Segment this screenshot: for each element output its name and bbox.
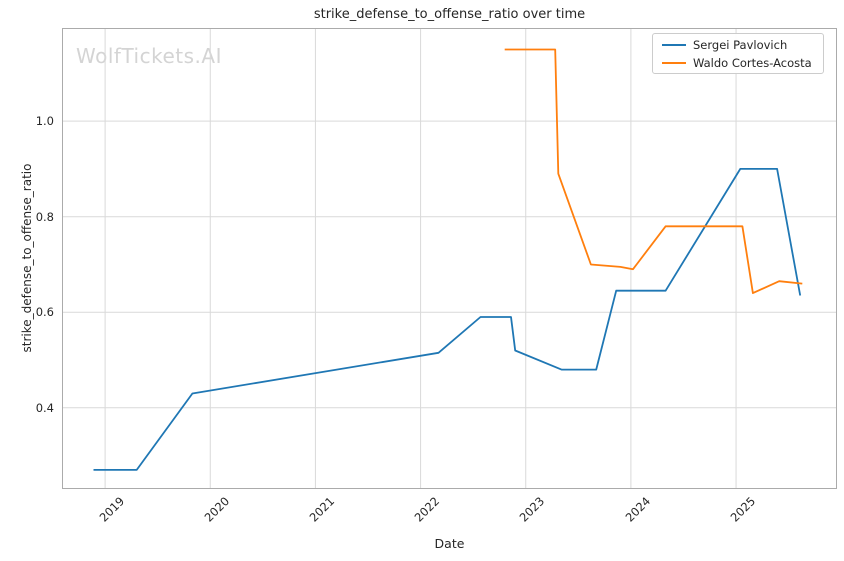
y-tick-label-0.6: 0.6: [35, 305, 54, 320]
x-axis-label: Date: [434, 536, 465, 551]
legend: Sergei Pavlovich Waldo Cortes-Acosta: [652, 33, 824, 74]
y-tick-label-0.4: 0.4: [35, 400, 54, 415]
series-line-waldo-cortes-acosta: [504, 48, 803, 295]
legend-label: Waldo Cortes-Acosta: [693, 55, 812, 70]
legend-label: Sergei Pavlovich: [693, 37, 788, 52]
y-tick-label-1.0: 1.0: [35, 114, 54, 129]
legend-item-sergei-pavlovich: Sergei Pavlovich: [653, 38, 823, 52]
chart-title: strike_defense_to_offense_ratio over tim…: [313, 7, 586, 22]
legend-line-swatch-orange: [662, 61, 686, 64]
y-tick-label-0.8: 0.8: [35, 209, 54, 224]
legend-line-swatch-blue: [662, 43, 686, 46]
series-line-sergei-pavlovich: [93, 167, 802, 471]
plot-border: [62, 28, 837, 489]
y-axis-label: strike_defense_to_offense_ratio: [20, 163, 34, 353]
watermark-text: WolfTickets.AI: [76, 44, 222, 68]
legend-item-waldo-cortes-acosta: Waldo Cortes-Acosta: [653, 56, 823, 70]
